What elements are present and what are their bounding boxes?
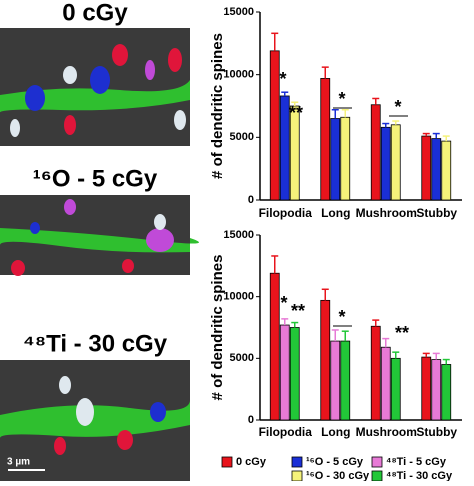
legend-swatch <box>371 456 383 468</box>
legend-swatch <box>371 470 383 482</box>
panel-label: ¹⁶O - 5 cGy <box>33 165 158 192</box>
x-tick-label: Stubby <box>416 206 457 220</box>
bar <box>289 327 300 421</box>
bar <box>390 124 401 201</box>
x-tick-label: Long <box>321 425 350 439</box>
significance: ** <box>289 103 303 123</box>
significance: * <box>394 97 401 117</box>
legend-swatch <box>291 456 303 468</box>
x-tick-label: Mushroom <box>356 425 417 439</box>
legend-label: ¹⁶O - 5 cGy <box>306 456 364 468</box>
bar <box>269 50 280 201</box>
x-tick-label: Filopodia <box>259 206 313 220</box>
micrograph <box>0 28 190 146</box>
x-tick-label: Mushroom <box>356 206 417 220</box>
y-tick-label: 10000 <box>223 291 254 303</box>
legend-label: ⁴⁸Ti - 30 cGy <box>386 470 453 481</box>
bar <box>330 340 341 421</box>
y-tick-label: 15000 <box>223 229 254 241</box>
micrograph <box>0 360 190 481</box>
panel-label: ⁴⁸Ti - 30 cGy <box>23 330 168 357</box>
panel-label: 0 cGy <box>62 0 128 26</box>
bar <box>380 346 391 421</box>
significance: ** <box>395 323 409 343</box>
y-tick-label: 10000 <box>223 69 254 81</box>
scale-bar-label: 3 µm <box>7 457 30 468</box>
bar <box>441 364 452 421</box>
significance: * <box>338 89 345 109</box>
bar <box>370 325 381 421</box>
significance: ** <box>291 301 305 321</box>
bar <box>390 357 401 421</box>
significance: * <box>280 293 287 313</box>
x-tick-label: Stubby <box>416 425 457 439</box>
bar <box>431 138 442 201</box>
y-tick-label: 5000 <box>230 352 254 364</box>
bar <box>320 78 331 201</box>
bar <box>330 118 341 201</box>
bar <box>340 116 351 201</box>
bar <box>380 126 391 201</box>
significance: * <box>279 69 286 89</box>
y-tick-label: 15000 <box>223 6 254 18</box>
y-tick-label: 0 <box>248 194 254 206</box>
micrograph <box>0 195 199 276</box>
x-tick-label: Long <box>321 206 350 220</box>
legend-swatch <box>291 470 303 482</box>
bar <box>370 104 381 201</box>
bar <box>269 272 280 421</box>
bar <box>340 340 351 421</box>
y-axis-label: # of dendritic spines <box>209 33 226 179</box>
legend-label: 0 cGy <box>236 456 267 468</box>
y-tick-label: 5000 <box>230 131 254 143</box>
legend-label: ¹⁶O - 30 cGy <box>306 470 370 481</box>
bar <box>279 324 290 421</box>
bar <box>441 140 452 201</box>
significance: * <box>338 307 345 327</box>
bar <box>421 135 432 201</box>
legend-swatch <box>221 456 233 468</box>
bar <box>421 356 432 421</box>
legend-label: ⁴⁸Ti - 5 cGy <box>386 456 447 468</box>
x-tick-label: Filopodia <box>259 425 313 439</box>
bar <box>320 299 331 421</box>
y-tick-label: 0 <box>248 414 254 426</box>
y-axis-label: # of dendritic spines <box>209 255 226 401</box>
bar <box>431 359 442 421</box>
bar <box>279 95 290 201</box>
